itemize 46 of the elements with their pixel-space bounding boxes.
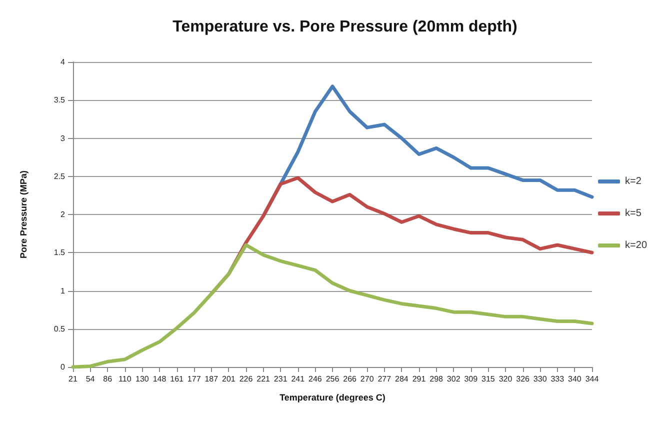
- legend-label: k=2: [625, 176, 642, 187]
- x-tick-label: 110: [118, 374, 132, 384]
- x-tick-label: 309: [464, 374, 478, 384]
- x-tick-label: 270: [360, 374, 374, 384]
- x-tick-label: 256: [326, 374, 340, 384]
- y-tick-label: 1: [60, 286, 66, 296]
- x-tick-label: 86: [103, 374, 113, 384]
- y-tick-label: 3.5: [54, 96, 66, 105]
- x-tick-label: 291: [412, 374, 426, 384]
- x-tick-label: 326: [516, 374, 530, 384]
- x-tick-label: 340: [568, 374, 582, 384]
- x-tick-label: 266: [343, 374, 358, 384]
- y-tick-label: 0: [60, 362, 66, 372]
- x-tick-label: 284: [395, 374, 409, 384]
- x-tick-label: 221: [256, 374, 271, 384]
- y-tick-label: 1.5: [54, 248, 66, 258]
- legend-label: k=20: [625, 240, 648, 251]
- x-tick-label: 246: [308, 374, 322, 384]
- x-tick-label: 320: [498, 374, 513, 384]
- chart-title: Temperature vs. Pore Pressure (20mm depth): [172, 18, 518, 36]
- x-tick-label: 241: [291, 374, 306, 384]
- x-tick-label: 130: [136, 374, 150, 384]
- x-tick-label: 54: [86, 374, 96, 384]
- x-tick-label: 315: [482, 374, 496, 384]
- y-axis-title: Pore Pressure (MPa): [18, 170, 28, 259]
- x-tick-label: 302: [446, 374, 461, 384]
- y-tick-label: 3: [60, 134, 66, 143]
- legend-label: k=5: [625, 208, 642, 219]
- x-tick-label: 187: [204, 374, 219, 384]
- x-tick-label: 330: [533, 374, 548, 384]
- y-tick-label: 0.5: [54, 324, 66, 334]
- x-tick-label: 333: [550, 374, 565, 384]
- x-axis-title: Temperature (degrees C): [280, 392, 386, 402]
- y-tick-label: 2.5: [54, 172, 66, 181]
- y-tick-label: 2: [60, 210, 66, 219]
- x-tick-label: 226: [239, 374, 254, 384]
- x-tick-label: 298: [430, 374, 444, 384]
- x-tick-label: 277: [378, 374, 392, 384]
- x-tick-label: 161: [170, 374, 184, 384]
- x-tick-label: 231: [274, 374, 288, 384]
- x-tick-label: 21: [68, 374, 78, 384]
- x-tick-label: 177: [187, 374, 202, 384]
- x-tick-label: 148: [152, 374, 167, 384]
- y-tick-label: 4: [60, 58, 66, 66]
- x-tick-label: 344: [585, 374, 600, 384]
- x-tick-label: 201: [222, 374, 236, 384]
